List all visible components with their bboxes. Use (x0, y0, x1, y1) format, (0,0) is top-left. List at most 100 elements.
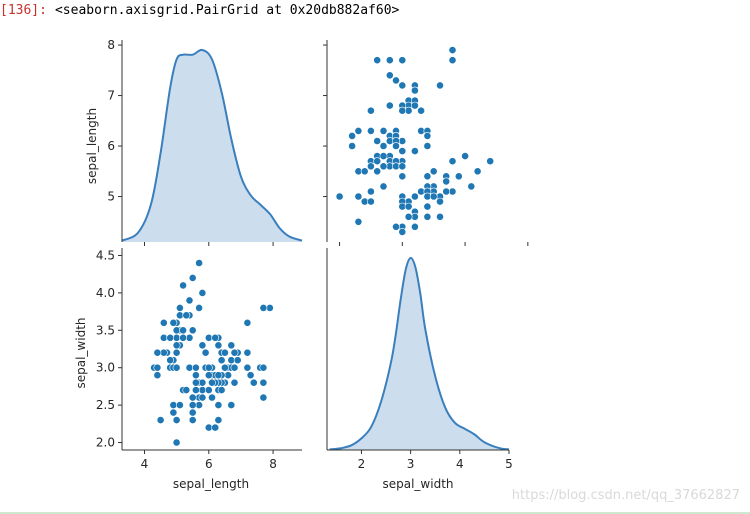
output-prompt: [136]: (0, 3, 47, 18)
scatter-point (335, 192, 344, 201)
watermark: https://blog.csdn.net/qq_37662827 (511, 488, 740, 503)
scatter-point (429, 167, 438, 176)
scatter-point (191, 386, 200, 394)
kde-fill-sepal-width (329, 257, 509, 450)
scatter-point (243, 363, 252, 372)
scatter-point (423, 172, 432, 181)
x-tick-label: 8 (269, 457, 277, 471)
scatter-point (366, 162, 375, 171)
scatter-point (366, 106, 375, 115)
scatter-point (227, 401, 236, 409)
scatter-point (201, 348, 210, 357)
ylabel-sepal-width: sepal_width (74, 317, 88, 388)
scatter-point (373, 167, 382, 176)
scatter-point (398, 106, 407, 115)
y-tick-label: 2.5 (96, 398, 115, 412)
scatter-point (436, 81, 444, 90)
scatter-point (153, 348, 162, 357)
scatter-point (214, 416, 223, 424)
y-tick-label: 3.0 (96, 361, 115, 375)
scatter-point (204, 371, 213, 380)
scatter-point (175, 401, 184, 409)
scatter-point (348, 142, 356, 150)
scatter-point (217, 386, 226, 394)
xlabel-sepal-width: sepal_width (382, 477, 453, 491)
scatter-point (379, 182, 388, 191)
xlabel-sepal-length: sepal_length (173, 477, 249, 491)
scatter-point (172, 438, 181, 447)
output-repr: <seaborn.axisgrid.PairGrid at 0x20db882a… (54, 3, 400, 18)
scatter-point (224, 371, 232, 380)
scatter-point (259, 393, 268, 402)
panel-kde-sepal-width: 2 3 4 5 (326, 248, 513, 471)
scatter-point (410, 222, 419, 231)
scatter-point (379, 152, 388, 160)
scatter-point (398, 172, 407, 181)
scatter-point (398, 81, 407, 90)
scatter-point (467, 182, 476, 191)
scatter-point (373, 157, 382, 166)
y-tick-label: 2.0 (96, 436, 115, 450)
scatter-point (249, 378, 258, 387)
scatter-point (198, 378, 207, 387)
scatter-point (398, 227, 407, 236)
kde-line-sepal-width (329, 257, 510, 451)
scatter-point (220, 363, 229, 372)
ylabel-sepal-length: sepal_length (85, 108, 99, 184)
scatter-point (188, 401, 197, 409)
scatter-point (259, 363, 268, 372)
scatter-point (198, 288, 207, 297)
scatter-point (172, 416, 181, 424)
scatter-point (398, 56, 407, 65)
x-tick-label: 5 (505, 457, 513, 471)
x-tick-label: 2 (358, 457, 366, 471)
scatter-point (208, 378, 216, 387)
scatter-point (211, 333, 220, 342)
scatter-point (169, 318, 178, 327)
scatter-point (404, 212, 413, 221)
scatter-point (220, 348, 229, 357)
scatter-point (188, 408, 197, 417)
scatter-point (373, 56, 382, 65)
scatter-point (423, 131, 432, 140)
scatter-point (410, 86, 419, 95)
y-tick-label: 7 (107, 89, 115, 103)
scatter-point (473, 167, 482, 176)
scatter-point (208, 393, 216, 402)
scatter-point (230, 378, 239, 387)
scatter-point (188, 393, 197, 402)
scatter-point (169, 401, 178, 409)
cell-output-line: [136]: <seaborn.axisgrid.PairGrid at 0x20… (0, 0, 399, 22)
scatter-point (410, 101, 419, 110)
scatter-point (214, 401, 223, 409)
y-tick-label: 5 (107, 190, 115, 204)
scatter-point (398, 162, 407, 171)
scatter-point (182, 386, 191, 394)
scatter-point (354, 126, 363, 135)
panel-kde-sepal-length: 5 6 7 8 (107, 38, 303, 246)
scatter-point (259, 303, 268, 312)
scatter-point (379, 126, 388, 135)
scatter-point (379, 142, 388, 150)
scatter-point (204, 386, 213, 394)
scatter-point (169, 408, 178, 417)
scatter-point (166, 356, 175, 365)
scatter-point (166, 333, 175, 342)
y-tick-label: 4.5 (96, 248, 115, 262)
scatter-point (230, 363, 239, 372)
scatter-point (211, 423, 220, 432)
scatter-point (448, 56, 457, 65)
x-tick-label: 3 (407, 457, 415, 471)
scatter-point (153, 371, 162, 380)
scatter-point (442, 187, 451, 196)
scatter-point (195, 303, 203, 312)
scatter-point (179, 326, 187, 335)
scatter-point (348, 131, 356, 140)
scatter-point (442, 177, 451, 186)
scatter-point (214, 341, 223, 350)
scatter-point (246, 371, 255, 380)
scatter-point (185, 296, 194, 305)
scatter-point (265, 303, 274, 312)
scatter-point (175, 303, 184, 312)
scatter-point (191, 363, 200, 372)
